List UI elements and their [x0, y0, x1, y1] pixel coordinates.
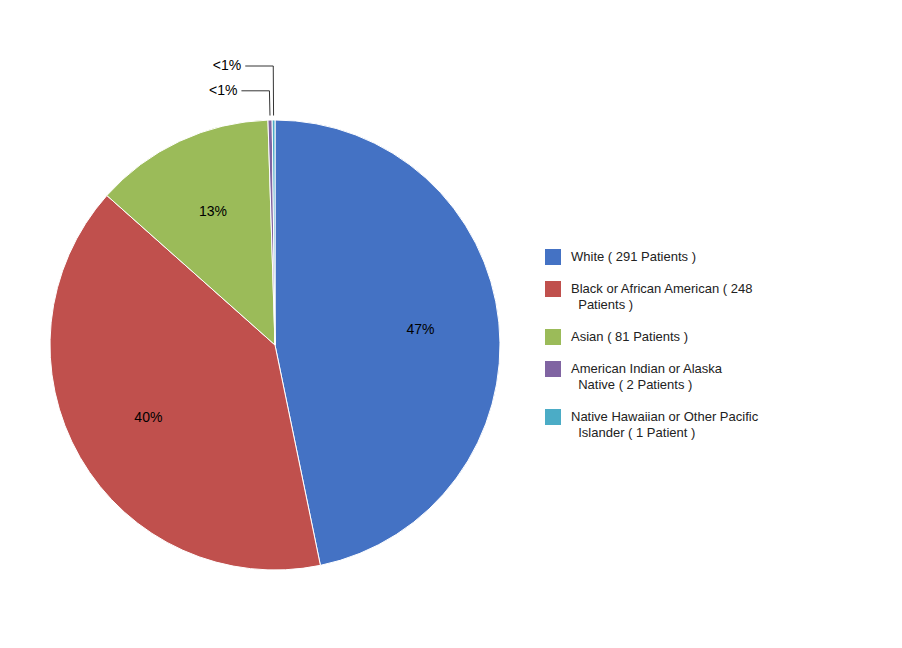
slice [272, 120, 275, 345]
data-label: <1% [209, 82, 237, 98]
legend-label-line: Black or African American ( 248 [571, 281, 752, 296]
legend-label-line: American Indian or Alaska [571, 361, 723, 376]
legend-entry: White ( 291 Patients ) [545, 249, 696, 265]
legend-swatch [545, 281, 561, 297]
legend: White ( 291 Patients ) Black or African A… [545, 249, 759, 440]
legend-entry: Asian ( 81 Patients ) [545, 329, 688, 345]
chart: 47% 40% 13% <1% <1% White ( 291 Patients ) Bla… [0, 0, 902, 648]
pie: 47% 40% 13% <1% <1% [50, 57, 500, 570]
data-label: 40% [134, 409, 162, 425]
slice [107, 120, 275, 345]
leader-line [245, 66, 273, 115]
legend-swatch [545, 329, 561, 345]
legend-label-line: White ( 291 Patients ) [571, 249, 696, 264]
legend-label-line: Asian ( 81 Patients ) [571, 329, 688, 344]
legend-label: Native Hawaiian or Other Pacific Islande… [571, 409, 759, 440]
legend-label-line: Patients ) [571, 297, 633, 312]
legend-swatch [545, 409, 561, 425]
data-labels: 47% 40% 13% <1% <1% [134, 57, 434, 425]
legend-label-line: Native Hawaiian or Other Pacific [571, 409, 759, 424]
legend-swatch [545, 361, 561, 377]
legend-entry: Black or African American ( 248 Patients… [545, 281, 752, 312]
legend-label-line: Native ( 2 Patients ) [571, 377, 692, 392]
leader-line [241, 91, 270, 116]
data-label: 13% [199, 203, 227, 219]
legend-label: Black or African American ( 248 Patients… [571, 281, 752, 312]
slices [50, 120, 500, 570]
data-label: 47% [406, 321, 434, 337]
legend-label: White ( 291 Patients ) [571, 249, 696, 264]
legend-label: American Indian or Alaska Native ( 2 Pat… [571, 361, 723, 392]
legend-label-line: Islander ( 1 Patient ) [571, 425, 695, 440]
legend-swatch [545, 249, 561, 265]
legend-label: Asian ( 81 Patients ) [571, 329, 688, 344]
data-label: <1% [213, 57, 241, 73]
legend-entry: Native Hawaiian or Other Pacific Islande… [545, 409, 759, 440]
slice [268, 120, 275, 345]
legend-entry: American Indian or Alaska Native ( 2 Pat… [545, 361, 723, 392]
slice [275, 120, 500, 565]
